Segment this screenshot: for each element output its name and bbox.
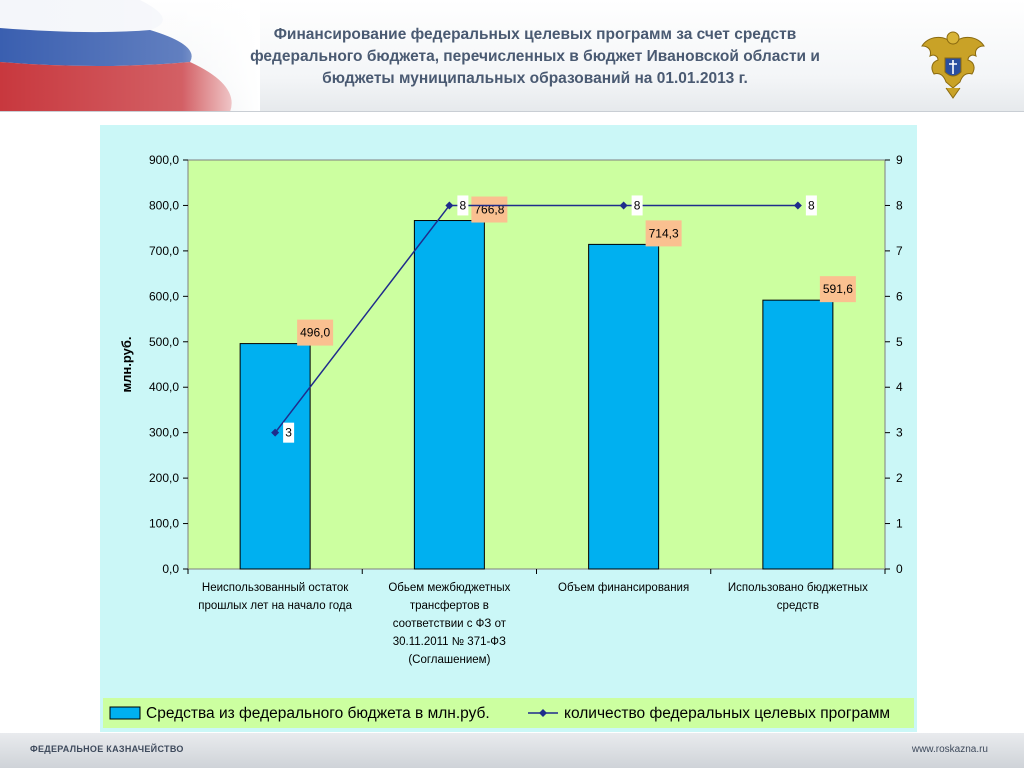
chart-panel: 0,0 100,0 200,0 300,0 400,0 500,0 600,0 700,0 80… — [100, 125, 917, 732]
line-point-marker — [619, 201, 628, 210]
y-axis-title: млн.руб. — [119, 337, 134, 393]
legend-line-label: количество федеральных целевых программ — [564, 705, 890, 722]
y-tick-label: 200,0 — [149, 471, 179, 485]
category-label: средств — [777, 600, 819, 612]
double-headed-eagle-emblem-icon — [921, 31, 985, 99]
bar-value-label: 766,8 — [474, 203, 504, 217]
bar-value-label-box — [819, 276, 856, 303]
bar-value-label: 591,6 — [823, 282, 853, 296]
y-tick-label: 100,0 — [149, 517, 179, 531]
bar-value-label: 496,0 — [300, 326, 330, 340]
line-value-label: 8 — [460, 198, 467, 212]
legend — [103, 698, 914, 728]
category-label: Обьем межбюджетных — [388, 582, 510, 594]
y-tick-label: 300,0 — [149, 426, 179, 440]
line-value-label-box — [283, 422, 295, 443]
y2-tick-label: 0 — [896, 562, 903, 576]
line-value-label: 8 — [808, 198, 815, 212]
legend-bar-label: Средства из федерального бюджета в млн.р… — [146, 705, 490, 722]
legend-bar-swatch — [109, 706, 141, 720]
y2-tick-label: 2 — [896, 471, 903, 485]
y-tick-label: 800,0 — [149, 198, 179, 212]
header-divider — [0, 111, 1024, 112]
y2-tick-label: 4 — [896, 380, 903, 394]
title-line: бюджеты муниципальных образований на 01.… — [322, 70, 748, 87]
line-value-label-box — [457, 195, 469, 216]
y2-tick-label: 1 — [896, 517, 903, 531]
y2-tick-label: 5 — [896, 335, 903, 349]
line-value-label: 8 — [634, 198, 641, 212]
line-value-label-box — [805, 195, 817, 216]
y-tick-label: 0,0 — [162, 562, 179, 576]
line-point-marker — [271, 428, 280, 437]
series-line — [274, 204, 798, 434]
line-point-marker — [793, 201, 802, 210]
category-label: Использовано бюджетных — [728, 582, 868, 594]
y-tick-label: 700,0 — [149, 244, 179, 258]
footer-website-link[interactable]: www.roskazna.ru — [911, 744, 988, 755]
category-label: трансфертов в — [410, 600, 489, 612]
page-title: Финансирование федеральных целевых прогр… — [190, 24, 880, 90]
y-tick-label: 500,0 — [149, 335, 179, 349]
bar-value-label-box — [645, 220, 682, 247]
bar — [239, 343, 311, 570]
category-label: Объем финансирования — [558, 582, 689, 594]
category-label: соответствии с ФЗ от — [393, 618, 507, 630]
line-value-label-box — [631, 195, 643, 216]
title-line: федерального бюджета, перечисленных в бю… — [250, 48, 820, 65]
y2-tick-label: 8 — [896, 198, 903, 212]
category-label: (Соглашением) — [408, 654, 490, 666]
russian-flag-decoration — [0, 0, 260, 112]
slide-footer: ФЕДЕРАЛЬНОЕ КАЗНАЧЕЙСТВО www.roskazna.ru — [0, 733, 1024, 768]
bar-value-label-box — [297, 319, 334, 346]
y-tick-label: 400,0 — [149, 380, 179, 394]
bar — [413, 220, 485, 570]
line-point-marker — [445, 201, 454, 210]
y2-tick-label: 9 — [896, 153, 903, 167]
bar-value-label: 714,3 — [649, 226, 679, 240]
y-tick-label: 600,0 — [149, 289, 179, 303]
category-label: Неиспользованный остаток — [202, 582, 349, 594]
bar — [762, 299, 834, 570]
y2-tick-label: 7 — [896, 244, 903, 258]
category-label: прошлых лет на начало года — [198, 600, 352, 612]
category-label: 30.11.2011 № 371-ФЗ — [393, 636, 506, 648]
y2-tick-label: 6 — [896, 289, 903, 303]
title-line: Финансирование федеральных целевых прогр… — [273, 26, 797, 43]
y2-tick-label: 3 — [896, 426, 903, 440]
y-tick-label: 900,0 — [149, 153, 179, 167]
line-value-label: 3 — [285, 426, 292, 440]
footer-organization: ФЕДЕРАЛЬНОЕ КАЗНАЧЕЙСТВО — [30, 744, 184, 754]
chart: 0,0100,0200,0300,0400,0500,0600,0700,080… — [103, 153, 914, 728]
slide-header: Финансирование федеральных целевых прогр… — [0, 0, 1024, 112]
bar-value-label-box — [471, 196, 508, 223]
legend-line-marker — [539, 709, 547, 717]
bar — [588, 243, 660, 570]
